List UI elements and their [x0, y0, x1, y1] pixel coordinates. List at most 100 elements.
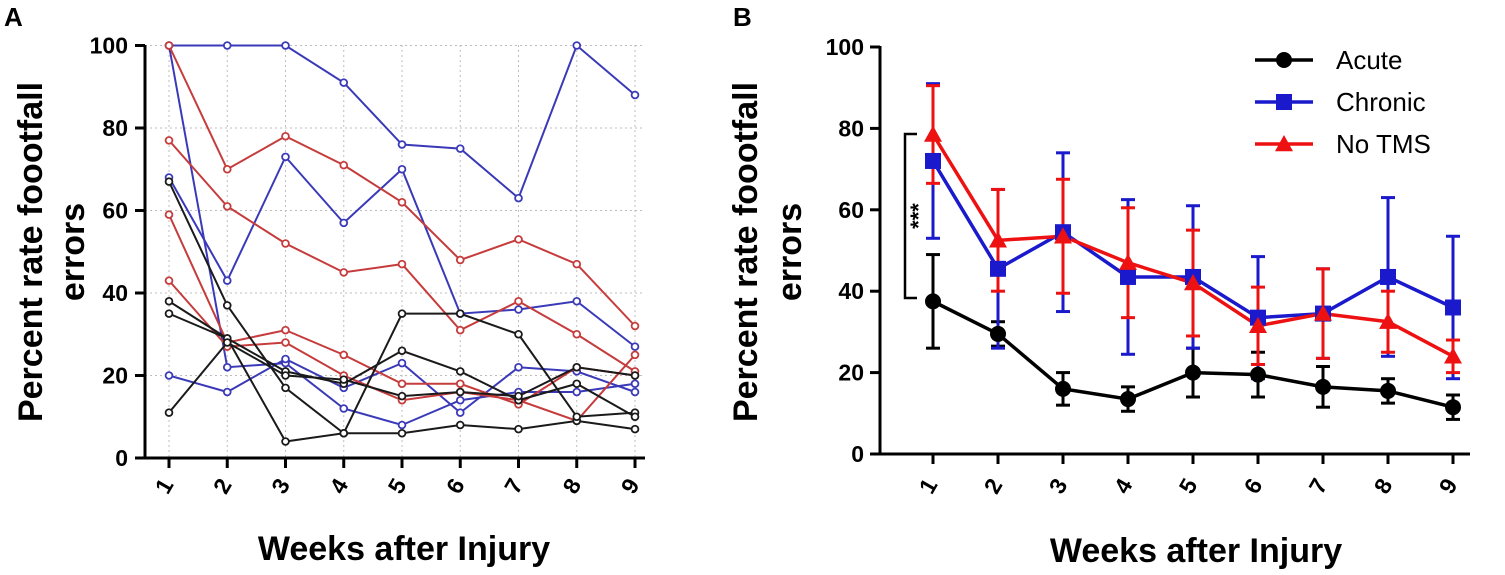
panel-a-x-tick-label: 8 [557, 474, 586, 498]
panel-a-point-chronic [222, 387, 232, 397]
panel-b-x-tick-label: 9 [1434, 474, 1463, 498]
panel-b-y-label-line2: errors [771, 203, 809, 301]
panel-b-y-tick-label: 80 [838, 115, 864, 141]
panel-a-point-chronic [455, 408, 465, 417]
legend-label-acute: Acute [1336, 45, 1403, 75]
panel-a-point-chronic [339, 404, 349, 413]
panel-b-point-chronic [925, 152, 941, 169]
panel-a-point-no-tms [164, 136, 174, 145]
panel-a-point-no-tms [397, 259, 407, 269]
panel-a-point-no-tms [339, 268, 349, 277]
panel-a-point-no-tms [281, 338, 290, 347]
panel-a-x-tick-label: 4 [324, 474, 353, 498]
panel-a-point-chronic [572, 41, 582, 50]
panel-a-point-no-tms [455, 379, 465, 389]
panel-a-y-tick-label: 0 [115, 445, 128, 471]
panel-a-point-no-tms [164, 276, 174, 285]
panel-a-point-chronic [630, 90, 640, 100]
panel-a-point-acute [630, 424, 640, 434]
panel-b-markers [924, 125, 1462, 416]
panel-a-x-tick-label: 7 [499, 474, 528, 498]
panel-a-point-no-tms [455, 255, 465, 265]
panel-a-point-acute [397, 309, 407, 318]
legend-label-no-tms: No TMS [1336, 129, 1431, 159]
panel-b-legend: Acute Chronic No TMS [1255, 45, 1431, 159]
panel-b-x-tick-label: 4 [1109, 474, 1138, 498]
panel-b: B 0 20 40 60 80 100 1 2 3 4 5 6 7 8 9 *** Percent rat… [727, 2, 1470, 570]
panel-a-point-no-tms [281, 325, 290, 335]
panel-a-point-acute [455, 387, 465, 397]
panel-a-x-ticks: 1 2 3 4 5 6 7 8 9 [150, 458, 645, 498]
panel-b-y-tick-label: 60 [838, 197, 864, 223]
panel-b-point-acute [1315, 378, 1331, 395]
panel-a-point-no-tms [339, 160, 349, 170]
legend-marker-chronic [1276, 94, 1292, 110]
panel-b-x-tick-label: 1 [914, 474, 943, 498]
panel-b-y-tick-label: 40 [838, 278, 864, 304]
panel-b-point-acute [990, 325, 1006, 342]
panel-a-y-label-line1: Percent rate foootfall [12, 82, 50, 422]
panel-a-point-no-tms [339, 350, 349, 360]
panel-a-point-chronic [572, 296, 582, 306]
panel-a-point-acute [164, 296, 174, 306]
significance-label: *** [906, 203, 931, 229]
panel-a-point-acute [630, 371, 640, 380]
panel-a-y-tick-label: 80 [102, 115, 128, 141]
panel-b-y-ticks: 0 20 40 60 80 100 [826, 34, 880, 467]
panel-a-point-acute [455, 367, 465, 376]
panel-a-x-tick-label: 2 [208, 474, 237, 498]
panel-a-point-acute [572, 379, 582, 389]
panel-a-point-acute [514, 424, 523, 434]
panel-a-point-acute [455, 420, 465, 430]
panel-a-point-acute [514, 391, 523, 401]
panel-a-x-label: Weeks after Injury [258, 530, 550, 568]
panel-b-point-acute [1250, 366, 1266, 383]
panel-letter-b: B [733, 2, 752, 32]
panel-a-point-chronic [514, 305, 523, 314]
panel-a-point-acute [222, 338, 232, 347]
panel-b-point-chronic [1120, 268, 1136, 285]
panel-a-point-acute [455, 309, 465, 318]
panel-a-point-no-tms [514, 235, 523, 244]
panel-a-point-chronic [222, 276, 232, 285]
panel-a-point-chronic [397, 164, 407, 174]
panel-a-point-acute [339, 428, 349, 438]
panel-b-x-ticks: 1 2 3 4 5 6 7 8 9 [914, 454, 1463, 498]
panel-a-point-chronic [455, 144, 465, 153]
panel-a-point-chronic [222, 362, 232, 372]
panel-a-point-no-tms [164, 41, 174, 50]
panel-a-point-no-tms [572, 329, 582, 339]
panel-a-point-acute [164, 177, 174, 186]
panel-b-x-tick-label: 3 [1044, 474, 1073, 498]
panel-b-point-acute [925, 293, 941, 310]
panel-a-point-acute [630, 412, 640, 422]
panel-a-point-chronic [164, 371, 174, 380]
panel-a-point-acute [397, 391, 407, 401]
panel-b-x-tick-label: 6 [1239, 474, 1268, 498]
panel-b-point-chronic [990, 260, 1006, 277]
legend-marker-no-tms [1275, 135, 1293, 152]
panel-b-point-acute [1185, 364, 1201, 381]
panel-b-y-tick-label: 20 [838, 360, 864, 386]
panel-b-x-tick-label: 8 [1369, 474, 1398, 498]
panel-a-y-ticks: 0 20 40 60 80 100 [90, 33, 145, 471]
panel-a-point-chronic [630, 379, 640, 389]
panel-b-point-acute [1120, 391, 1136, 408]
panel-a-point-no-tms [397, 197, 407, 207]
panel-a-point-acute [572, 412, 582, 422]
panel-a-point-no-tms [630, 321, 640, 331]
panel-a: A 0 20 40 60 80 100 1 2 3 4 5 6 7 8 9 Percent rate fo… [4, 2, 645, 568]
panel-b-point-acute [1445, 399, 1461, 416]
panel-a-point-acute [572, 362, 582, 372]
panel-a-y-tick-label: 20 [102, 363, 128, 389]
panel-a-point-acute [164, 309, 174, 318]
panel-a-grid [145, 45, 645, 458]
panel-a-point-acute [222, 301, 232, 310]
panel-a-x-tick-label: 5 [383, 474, 412, 498]
panel-letter-a: A [4, 2, 23, 32]
panel-a-x-tick-label: 1 [150, 474, 179, 498]
panel-a-point-chronic [339, 78, 349, 87]
panel-a-point-acute [281, 371, 290, 380]
panel-a-point-acute [281, 383, 290, 393]
